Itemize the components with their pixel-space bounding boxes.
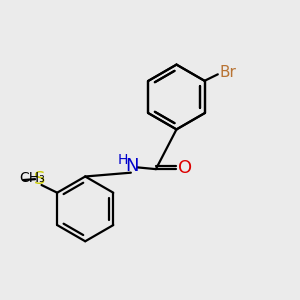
Text: N: N — [126, 157, 139, 175]
Text: H: H — [117, 153, 128, 167]
Text: S: S — [34, 169, 45, 188]
Text: CH₃: CH₃ — [19, 171, 45, 185]
Text: Br: Br — [219, 65, 236, 80]
Text: O: O — [178, 159, 192, 177]
